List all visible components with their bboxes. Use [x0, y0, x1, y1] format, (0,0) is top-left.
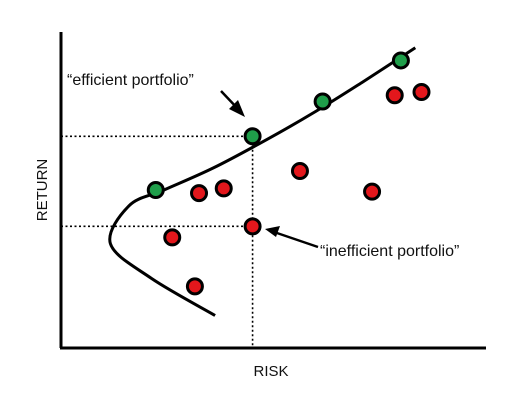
inefficient-point — [385, 86, 404, 105]
efficient-point — [146, 181, 165, 199]
axes — [59, 32, 486, 350]
x-axis-label: RISK — [253, 363, 288, 380]
efficient-arrowhead — [229, 100, 245, 117]
reference-lines — [61, 135, 254, 348]
inefficient-point — [163, 228, 182, 247]
annotation-arrows — [220, 90, 319, 249]
inefficient-arrowhead — [265, 226, 280, 237]
inefficient-point — [243, 217, 262, 236]
inefficient-point — [290, 162, 309, 181]
efficient-point — [391, 51, 410, 70]
efficient-frontier-curve — [108, 46, 417, 317]
y-axis-label: RETURN — [34, 159, 51, 222]
inefficient-arrow — [273, 230, 319, 249]
inefficient-point — [363, 182, 382, 201]
efficient-point — [243, 127, 262, 146]
inefficient-point — [190, 184, 209, 203]
efficient-point — [313, 92, 332, 111]
inefficient-point — [214, 179, 233, 198]
portfolio-points — [146, 51, 431, 296]
inefficient-point — [185, 277, 204, 296]
inefficient-point — [412, 83, 431, 102]
inefficient-annotation: “inefficient portfolio” — [320, 243, 459, 260]
efficient-annotation: “efficient portfolio” — [67, 72, 194, 89]
